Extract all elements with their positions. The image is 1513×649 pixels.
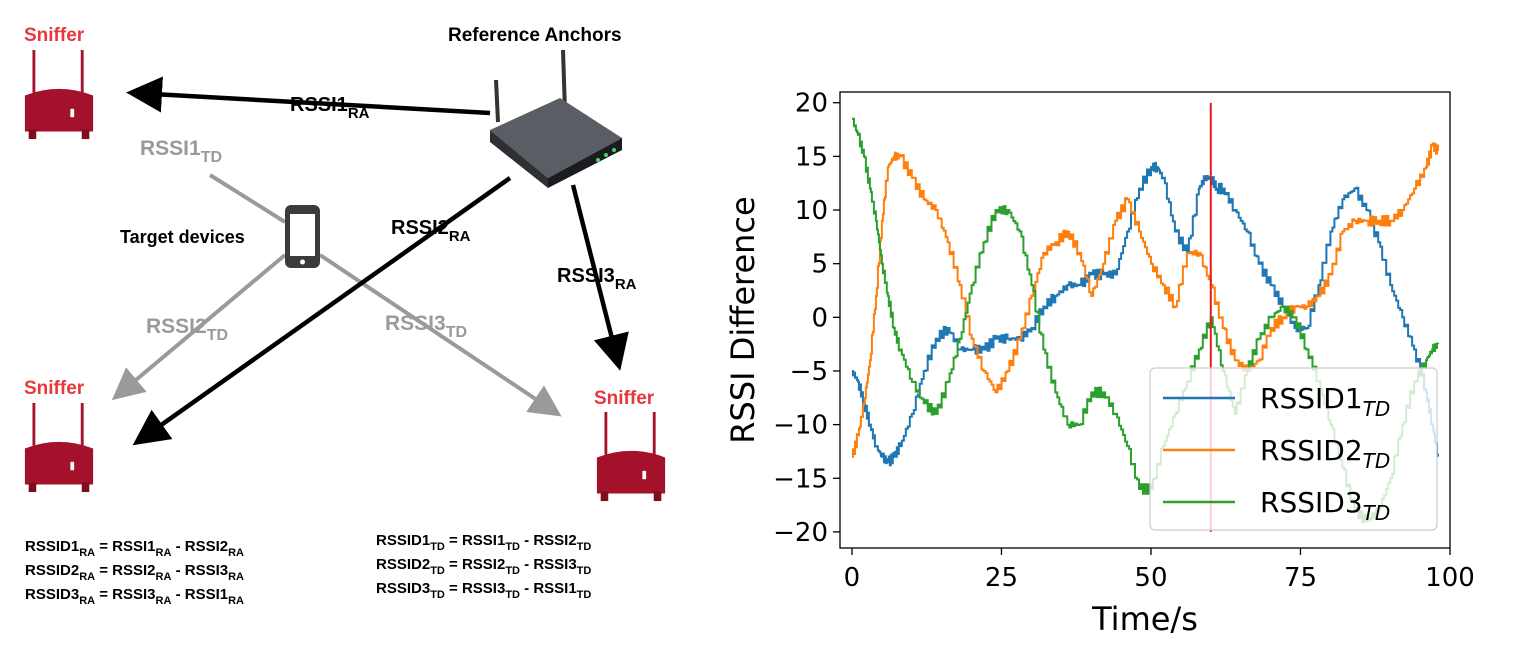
td-arrow-3 bbox=[318, 253, 562, 417]
system-diagram: Sniffer Sniffer Sniffer Reference Anchor… bbox=[24, 25, 666, 607]
equation-ra-1: RSSID1RA = RSSI1RA - RSSI2RA bbox=[25, 538, 244, 559]
link-label-ra-1: RSSI1RA bbox=[290, 94, 370, 122]
equation-ra-2: RSSID2RA = RSSI2RA - RSSI3RA bbox=[25, 562, 244, 583]
y-tick-label: 10 bbox=[795, 196, 828, 226]
y-tick-label: −5 bbox=[790, 357, 828, 387]
legend-entry-1: RSSID1TD bbox=[1260, 382, 1390, 421]
y-tick-label: −20 bbox=[773, 518, 828, 548]
td-arrow-1 bbox=[208, 173, 287, 224]
target-label: Target devices bbox=[120, 227, 245, 247]
ra-arrow-1 bbox=[126, 76, 491, 116]
link-label-ra-2: RSSI2RA bbox=[391, 217, 471, 245]
equation-td-3: RSSID3TD = RSSI3TD - RSSI1TD bbox=[376, 580, 591, 601]
legend-entry-3: RSSID3TD bbox=[1260, 486, 1390, 525]
rssi-difference-chart: 0 25 50 75 10020151050−5−10−15−20Time/sRSSI … bbox=[724, 89, 1475, 638]
x-tick-label: 50 bbox=[1134, 563, 1167, 593]
ra-arrow-3 bbox=[570, 184, 629, 371]
x-tick-label: 25 bbox=[985, 563, 1018, 593]
y-tick-label: 0 bbox=[811, 303, 828, 333]
y-tick-label: −15 bbox=[773, 464, 828, 494]
equation-td-2: RSSID2TD = RSSI2TD - RSSI3TD bbox=[376, 556, 591, 577]
td-arrows bbox=[111, 173, 562, 417]
phone-icon bbox=[285, 205, 320, 268]
y-tick-label: −10 bbox=[773, 411, 828, 441]
sniffer-label: Sniffer bbox=[594, 388, 655, 409]
sniffer-label: Sniffer bbox=[24, 378, 85, 399]
link-label-td-2: RSSI2TD bbox=[146, 315, 228, 344]
ra-arrow-2 bbox=[132, 176, 512, 446]
sniffer-bottom-right: Sniffer bbox=[594, 388, 666, 502]
sniffer-icon bbox=[596, 412, 666, 502]
anchor-label: Reference Anchors bbox=[448, 25, 622, 46]
sniffer-bottom-left: Sniffer bbox=[24, 378, 94, 493]
y-tick-label: 20 bbox=[795, 89, 828, 119]
y-tick-label: 5 bbox=[811, 250, 828, 280]
legend: RSSID1TD RSSID2TD RSSID3TD bbox=[1149, 367, 1438, 531]
equation-td-1: RSSID1TD = RSSI1TD - RSSI2TD bbox=[376, 532, 591, 553]
sniffer-icon bbox=[24, 403, 94, 493]
sniffer-label: Sniffer bbox=[24, 25, 85, 46]
equation-ra-3: RSSID3RA = RSSI3RA - RSSI1RA bbox=[25, 586, 244, 607]
x-tick-label: 75 bbox=[1284, 563, 1317, 593]
sniffer-icon bbox=[24, 50, 94, 140]
td-arrow-2 bbox=[111, 253, 287, 401]
equations-ra: RSSID1RA = RSSI1RA - RSSI2RA RSSID2RA = R… bbox=[25, 538, 244, 607]
x-axis-label: Time/s bbox=[1091, 600, 1198, 638]
equations-td: RSSID1TD = RSSI1TD - RSSI2TD RSSID2TD = R… bbox=[376, 532, 591, 601]
router-icon bbox=[490, 49, 622, 188]
series-line-1 bbox=[852, 161, 1439, 467]
series-line-2 bbox=[852, 142, 1439, 458]
y-tick-label: 15 bbox=[795, 142, 828, 172]
legend-entry-2: RSSID2TD bbox=[1260, 434, 1390, 473]
ra-arrows bbox=[126, 76, 629, 446]
sniffer-top-left: Sniffer bbox=[24, 25, 94, 140]
link-label-td-1: RSSI1TD bbox=[140, 137, 222, 166]
x-tick-label: 100 bbox=[1425, 563, 1475, 593]
y-axis-label: RSSI Difference bbox=[724, 196, 762, 443]
link-label-ra-3: RSSI3RA bbox=[557, 265, 637, 293]
link-label-td-3: RSSI3TD bbox=[385, 312, 467, 341]
plot-frame bbox=[839, 91, 1451, 549]
x-tick-label: 0 bbox=[844, 563, 861, 593]
